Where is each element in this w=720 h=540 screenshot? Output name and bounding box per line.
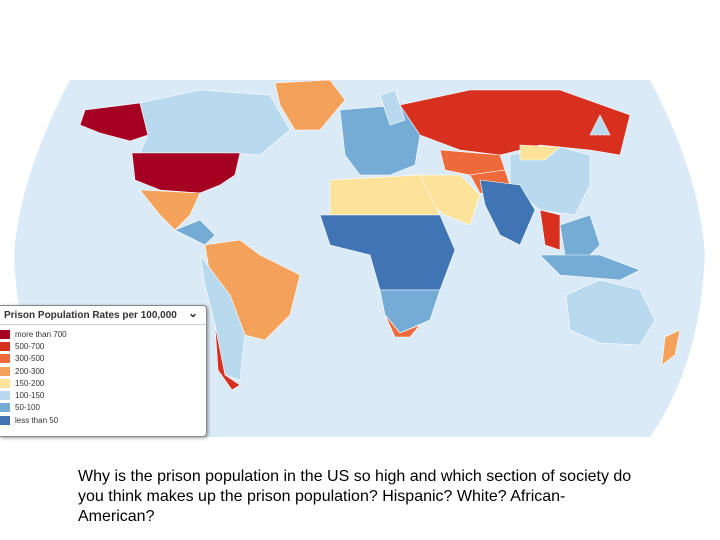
legend-entry: 50-100 <box>0 402 206 414</box>
legend-swatch <box>0 366 10 376</box>
legend-label: 100-150 <box>15 391 45 401</box>
legend[interactable]: Prison Population Rates per 100,000 more… <box>0 305 207 437</box>
legend-swatch <box>0 378 10 388</box>
legend-swatch <box>0 391 10 401</box>
legend-entry: less than 50 <box>0 414 206 426</box>
legend-label: 200-300 <box>15 366 45 376</box>
legend-swatch <box>0 341 10 351</box>
legend-swatch <box>0 403 10 413</box>
countries <box>79 79 681 391</box>
legend-swatch <box>0 415 10 425</box>
legend-label: 150-200 <box>15 378 45 388</box>
legend-label: 500-700 <box>15 341 45 351</box>
legend-entry: 100-150 <box>0 389 206 401</box>
legend-label: 50-100 <box>15 403 40 413</box>
legend-label: 300-500 <box>15 354 45 364</box>
legend-entry: 200-300 <box>0 365 206 377</box>
legend-label: more than 700 <box>15 329 67 339</box>
legend-swatch <box>0 329 10 339</box>
legend-entry: 150-200 <box>0 377 206 389</box>
legend-swatch <box>0 354 10 364</box>
legend-entry: more than 700 <box>0 328 206 340</box>
legend-list: more than 700 500-700 300-500 200-300 150-20… <box>0 325 206 426</box>
legend-label: less than 50 <box>15 415 59 425</box>
legend-title: Prison Population Rates per 100,000 <box>0 306 206 325</box>
legend-entry: 500-700 <box>0 340 206 352</box>
legend-entry: 300-500 <box>0 353 206 365</box>
caption: Why is the prison population in the US s… <box>78 468 632 525</box>
